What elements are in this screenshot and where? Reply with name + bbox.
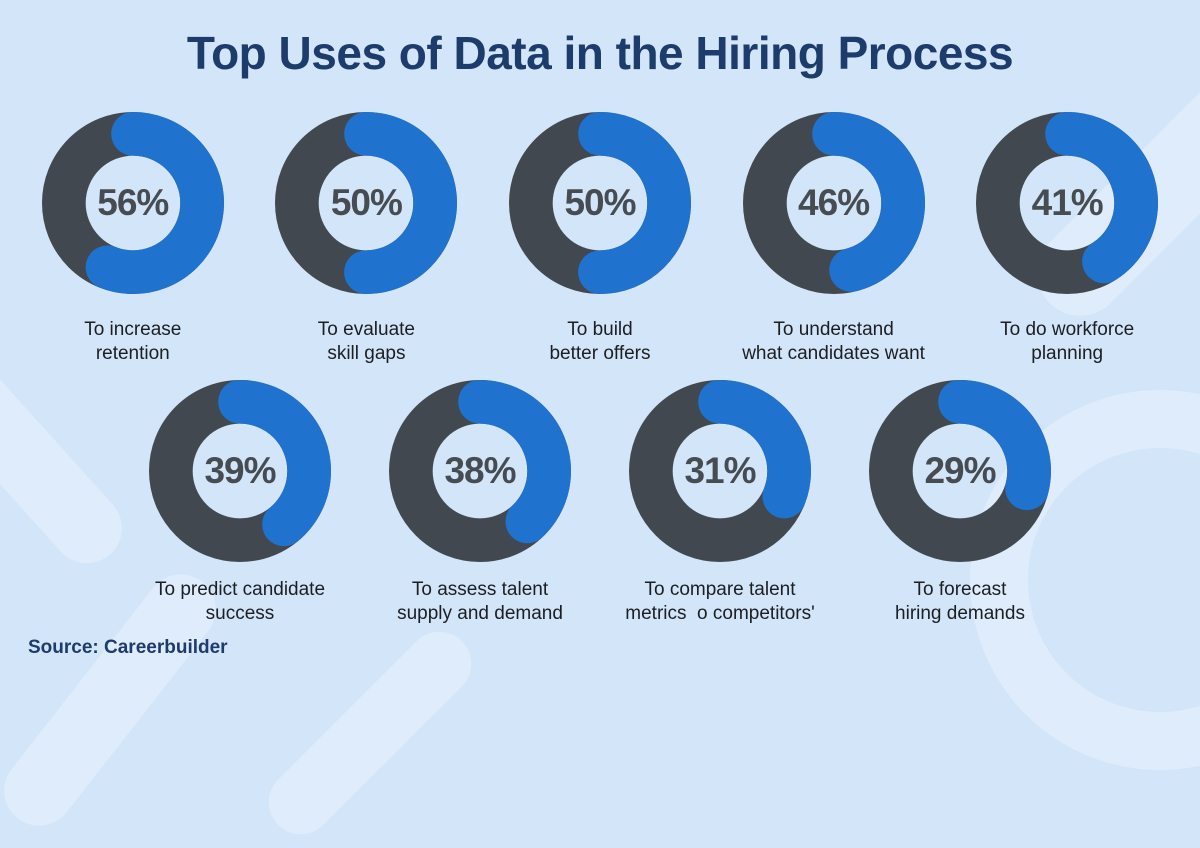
source-credit: Source: Careerbuilder	[28, 637, 228, 658]
donut-ring	[149, 380, 331, 562]
donut-chart-item: 41% To do workforce planning	[950, 112, 1184, 367]
donut-chart-item: 39% To predict candidate success	[120, 380, 360, 627]
donut-caption: To evaluate skill gaps	[317, 319, 415, 365]
donut-chart-item: 46% To understand what candidates want	[717, 112, 951, 367]
donut-caption: To assess talent supply and demand	[397, 579, 563, 625]
donut-chart: 29%	[869, 380, 1051, 562]
donut-chart-item: 38% To assess talent supply and demand	[360, 380, 600, 627]
donut-value-arc	[389, 380, 571, 562]
donut-caption: To predict candidate success	[154, 579, 326, 625]
donut-row-2: 39% To predict candidate success 38% To …	[120, 380, 1080, 627]
donut-caption: To compare talent metrics o competitors'	[625, 579, 815, 625]
donut-percent-label: 39%	[204, 450, 276, 491]
donut-chart-item: 50% To evaluate skill gaps	[250, 112, 484, 367]
donut-value-arc	[976, 112, 1159, 294]
infographic: Top Uses of Data in the Hiring Process 5…	[16, 27, 1184, 658]
donut-chart-item: 31% To compare talent metrics o competit…	[600, 380, 840, 627]
donut-value-arc	[508, 112, 691, 294]
donut-ring	[976, 112, 1159, 294]
donut-percent-label: 56%	[97, 182, 169, 223]
donut-chart-item: 50% To build better offers	[483, 112, 717, 367]
donut-ring	[869, 380, 1051, 562]
donut-chart: 46%	[742, 112, 925, 294]
donut-chart: 41%	[976, 112, 1159, 294]
donut-value-arc	[149, 380, 331, 562]
donut-ring	[275, 112, 458, 294]
donut-chart: 38%	[389, 380, 571, 562]
donut-chart: 50%	[275, 112, 458, 294]
donut-percent-label: 50%	[330, 182, 403, 223]
donut-ring	[508, 112, 691, 294]
donut-caption: To increase retention	[84, 319, 182, 365]
donut-row-1: 56% To increase retention 50% To evaluat…	[16, 112, 1184, 367]
donut-caption: To build better offers	[549, 319, 651, 365]
donut-ring	[41, 112, 224, 294]
donut-chart-item: 56% To increase retention	[16, 112, 250, 367]
donut-chart: 31%	[629, 380, 811, 562]
donut-percent-label: 38%	[444, 450, 516, 491]
donut-caption: To understand what candidates want	[742, 319, 925, 365]
page-title: Top Uses of Data in the Hiring Process	[186, 27, 1014, 79]
donut-percent-label: 50%	[564, 182, 636, 223]
donut-percent-label: 41%	[1031, 182, 1104, 223]
donut-value-arc	[742, 112, 925, 294]
donut-value-arc	[41, 112, 224, 294]
donut-ring	[629, 380, 811, 562]
donut-chart-item: 29% To forecast hiring demands	[840, 380, 1080, 627]
donut-percent-label: 31%	[684, 450, 756, 491]
donut-caption: To do workforce planning	[1000, 319, 1135, 365]
donut-ring	[389, 380, 571, 562]
donut-chart: 39%	[149, 380, 331, 562]
donut-percent-label: 46%	[798, 182, 870, 223]
donut-chart: 50%	[508, 112, 691, 294]
donut-value-arc	[275, 112, 458, 294]
donut-ring	[742, 112, 925, 294]
donut-value-arc	[869, 380, 1051, 562]
donut-caption: To forecast hiring demands	[895, 579, 1025, 625]
donut-chart: 56%	[41, 112, 224, 294]
donut-percent-label: 29%	[924, 450, 996, 491]
donut-value-arc	[629, 380, 811, 562]
